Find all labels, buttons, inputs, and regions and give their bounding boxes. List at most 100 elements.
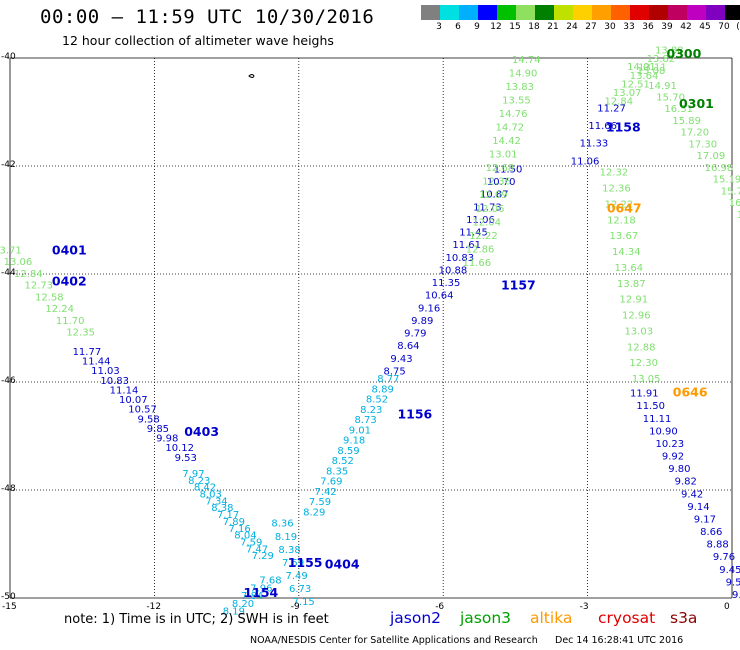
wave-height-value: 12.18 [607,215,636,226]
pass-time-label: 0402 [52,273,87,288]
wave-height-value: 8.73 [354,415,376,426]
wave-height-value: 7.16 [229,524,251,535]
color-scale-label: 36 [642,22,654,32]
wave-height-value: 10.07 [119,395,148,406]
wave-height-value: 7.17 [217,510,239,521]
longitude-tick-label: 0 [724,602,730,612]
wave-height-value: 11.27 [597,103,626,114]
pass-time-label: 0401 [52,243,87,258]
pass-time-label: 1158 [606,119,641,134]
wave-height-value: 7.89 [223,517,245,528]
color-scale-label: 21 [547,22,559,32]
timestamp: Dec 14 16:28:41 UTC 2016 [555,635,684,646]
wave-height-value: 9.42 [681,489,703,500]
wave-height-value: 7.97 [182,469,204,480]
legend-s3a: s3a [670,609,698,627]
wave-height-value: 17.20 [680,128,709,139]
wave-height-value: 15.70 [656,93,685,104]
color-scale-label: 9 [474,22,480,32]
wave-height-value: 10.70 [487,177,516,188]
wave-height-value: 12.91 [619,295,648,306]
latitude-tick-label: -46 [1,376,16,386]
wave-height-value: 13.06 [4,257,33,268]
wave-height-value: 9.18 [343,436,365,447]
legend-jason2: jason2 [390,609,442,627]
color-scale-label: 6 [455,22,461,32]
color-scale-label: 24 [566,22,578,32]
legend-cryosat: cryosat [598,609,656,627]
color-scale-label: 70 [718,22,730,32]
wave-height-value: 11.11 [643,414,672,425]
wave-height-value: 16.31 [664,104,693,115]
wave-height-value: 9.98 [156,434,178,445]
wave-height-value: 10.87 [480,190,509,201]
wave-height-value: 14.91 [648,81,677,92]
wave-height-value: 9.16 [418,303,440,314]
wave-height-value: 11.66 [588,121,617,132]
wave-height-value: 11.50 [636,401,665,412]
color-swatch [497,5,516,20]
color-swatch [535,5,554,20]
wave-height-value: 11.44 [82,357,111,368]
longitude-tick-label: -12 [146,602,162,612]
wave-height-value: 9.82 [675,477,697,488]
wave-height-value: 12.22 [469,231,498,242]
wave-height-value: 9.14 [687,502,709,513]
wave-height-value: 8.59 [337,446,359,457]
color-swatch [516,5,535,20]
color-scale-label: 45 [699,22,711,32]
wave-height-value: 9.89 [411,316,433,327]
wave-height-value: 11.35 [432,278,461,289]
wave-height-value: 12.09 [479,190,508,201]
wave-height-value: 8.35 [326,466,348,477]
wave-height-value: 14.42 [492,136,521,147]
wave-height-value: 15.89 [672,116,701,127]
pass-time-label: 0404 [325,556,360,571]
wave-height-value: 8.75 [384,366,406,377]
wave-height-value: 7.34 [205,496,227,507]
wave-height-value: 12.84 [604,96,633,107]
wave-height-value: 8.03 [200,490,222,501]
color-swatch [440,5,459,20]
wave-height-value: 9.43 [390,354,412,365]
wave-height-value: 8.38 [211,503,233,514]
color-scale-label: 42 [680,22,692,32]
wave-height-value: 10.23 [655,439,684,450]
wave-height-value: 12.84 [14,269,43,280]
wave-height-value: 8.89 [372,384,394,395]
wave-height-value: 9.01 [349,425,371,436]
longitude-tick-label: -6 [435,602,445,612]
color-swatch [478,5,497,20]
color-scale-label: 33 [623,22,635,32]
wave-height-value: 12.30 [629,358,658,369]
wave-height-value: 8.19 [223,607,245,618]
wave-height-value: 9.17 [694,514,716,525]
longitude-tick-label: -3 [579,602,589,612]
wave-height-value: 12.32 [600,168,629,179]
wave-height-value: 8.20 [232,599,254,610]
pass-time-label: 0646 [673,385,708,400]
wave-height-value: 12.96 [622,311,651,322]
wave-height-value: 11.33 [580,139,609,150]
wave-height-value: 8.88 [706,540,728,551]
latitude-tick-label: -40 [1,52,16,62]
wave-height-value: 6.73 [289,584,311,595]
color-swatch [706,5,725,20]
wave-height-value: 13.01 [489,150,518,161]
wave-height-value: 8.52 [332,456,354,467]
wave-height-value: 17.09 [697,151,726,162]
wave-height-value: 11.45 [459,228,488,239]
wave-height-value: 8.04 [234,531,256,542]
wave-height-value: 8.38 [278,545,300,556]
pass-time-label: 0647 [607,200,642,215]
wave-height-value: 7.15 [293,597,315,608]
wave-height-value: 12.36 [602,184,631,195]
wave-height-value: 15.7 [721,186,740,197]
longitude-tick-label: -9 [290,602,300,612]
wave-height-value: 9.56 [732,590,740,601]
wave-height-value: 7.47 [246,544,268,555]
wave-height-value: 13.03 [624,326,653,337]
wave-height-value: 13.67 [610,231,639,242]
wave-height-value: 9.45 [719,565,740,576]
